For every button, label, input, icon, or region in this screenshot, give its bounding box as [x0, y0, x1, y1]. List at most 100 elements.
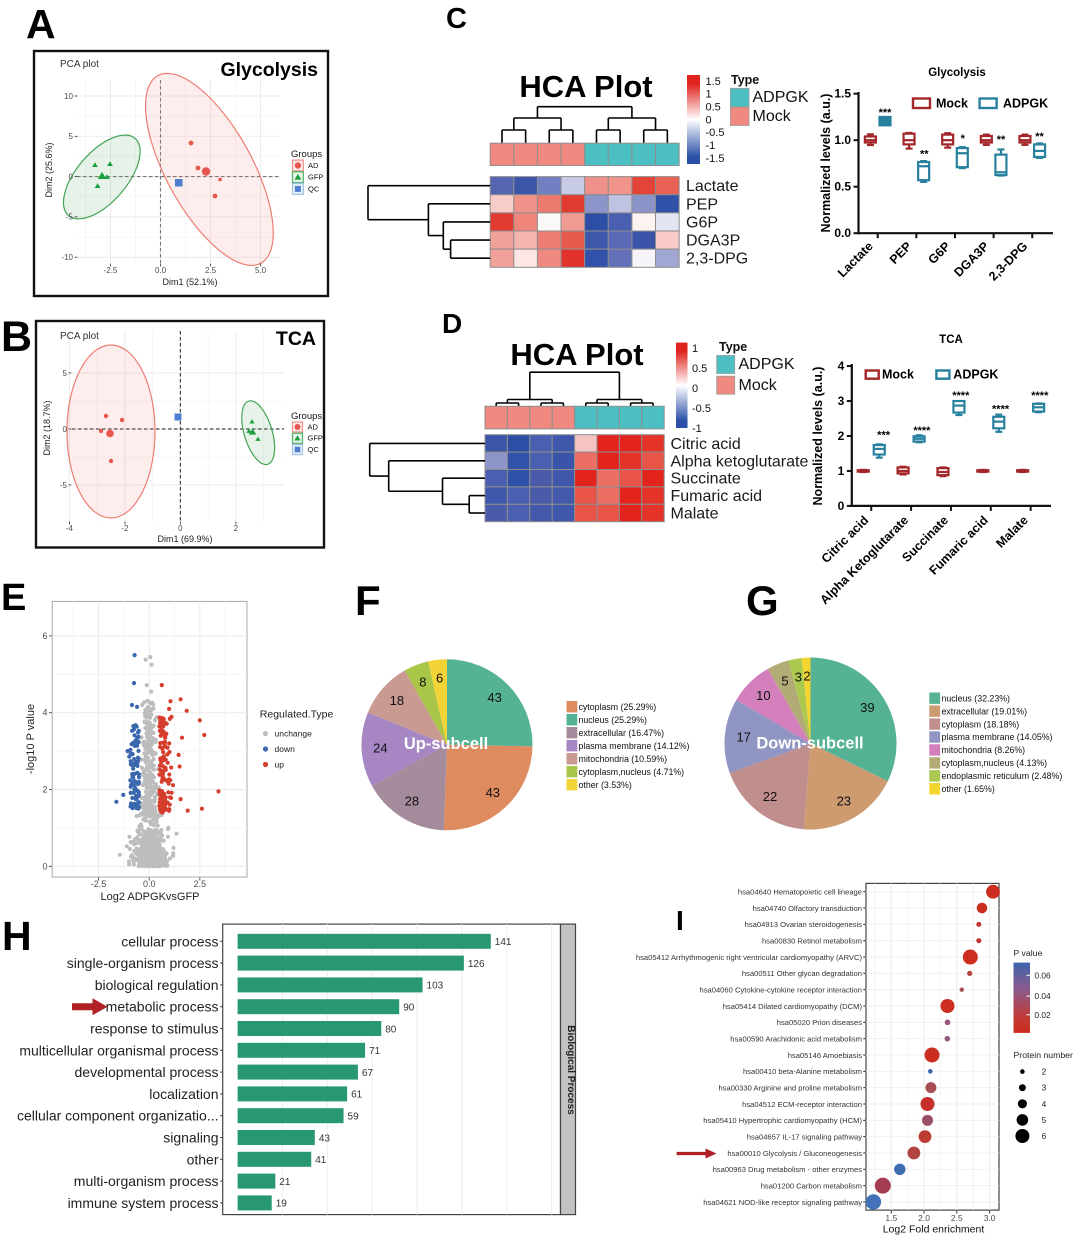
svg-text:hsa00830 Retinol metabolism: hsa00830 Retinol metabolism: [762, 936, 862, 945]
svg-text:1: 1: [692, 343, 698, 355]
svg-text:1.5: 1.5: [885, 1213, 897, 1223]
svg-text:8: 8: [419, 675, 426, 690]
svg-text:2,3-DPG: 2,3-DPG: [686, 251, 748, 268]
svg-text:E: E: [1, 577, 26, 619]
svg-text:G6P: G6P: [686, 214, 718, 231]
svg-text:-10: -10: [61, 253, 73, 262]
svg-text:Biological Process: Biological Process: [565, 1025, 576, 1115]
svg-text:cytoplasm (18.18%): cytoplasm (18.18%): [942, 719, 1020, 729]
svg-text:5.0: 5.0: [255, 266, 267, 275]
svg-text:HCA Plot: HCA Plot: [510, 337, 643, 372]
svg-text:2.0: 2.0: [918, 1213, 930, 1223]
svg-text:****: ****: [952, 390, 970, 402]
svg-text:5: 5: [781, 673, 788, 688]
svg-text:Citric acid: Citric acid: [671, 436, 741, 453]
svg-text:DGA3P: DGA3P: [686, 233, 740, 250]
svg-text:cytoplasm,nucleus (4.13%): cytoplasm,nucleus (4.13%): [942, 758, 1048, 768]
svg-text:1.0: 1.0: [834, 133, 851, 147]
svg-text:-2.5: -2.5: [91, 879, 107, 889]
svg-text:-5: -5: [60, 481, 68, 490]
svg-text:down: down: [275, 744, 296, 754]
svg-text:4: 4: [42, 708, 47, 718]
svg-text:5: 5: [1042, 1115, 1047, 1125]
svg-text:extracellular (16.47%): extracellular (16.47%): [579, 728, 665, 738]
svg-text:6: 6: [42, 631, 47, 641]
svg-text:21: 21: [279, 1177, 291, 1188]
svg-text:G: G: [746, 577, 779, 624]
svg-text:2: 2: [1042, 1067, 1047, 1077]
svg-text:10: 10: [64, 92, 73, 101]
svg-text:2.5: 2.5: [951, 1213, 963, 1223]
svg-text:other: other: [187, 1151, 219, 1167]
svg-text:F: F: [355, 577, 381, 624]
svg-text:0.0: 0.0: [834, 226, 851, 240]
svg-text:HCA Plot: HCA Plot: [519, 69, 652, 104]
svg-text:0.5: 0.5: [692, 363, 707, 375]
svg-text:localization: localization: [149, 1086, 218, 1102]
svg-text:Malate: Malate: [671, 506, 719, 523]
svg-text:signaling: signaling: [163, 1130, 218, 1146]
svg-text:B: B: [1, 313, 32, 361]
svg-text:hsa00410 beta-Alanine metaboli: hsa00410 beta-Alanine metabolism: [743, 1067, 862, 1076]
svg-text:2: 2: [838, 429, 845, 443]
svg-text:hsa00511 Other glycan degradat: hsa00511 Other glycan degradation: [742, 969, 862, 978]
svg-text:plasma membrane (14.12%): plasma membrane (14.12%): [579, 741, 690, 751]
svg-text:41: 41: [315, 1155, 327, 1166]
svg-text:Log2 Fold enrichment: Log2 Fold enrichment: [883, 1224, 985, 1236]
svg-text:mitochondria (8.26%): mitochondria (8.26%): [942, 745, 1026, 755]
svg-text:PCA plot: PCA plot: [60, 59, 99, 70]
svg-text:-0.5: -0.5: [706, 127, 725, 139]
svg-text:H: H: [2, 913, 32, 959]
svg-text:****: ****: [913, 425, 931, 437]
svg-text:****: ****: [1031, 390, 1049, 402]
svg-text:0: 0: [42, 861, 47, 871]
svg-text:28: 28: [405, 794, 419, 809]
svg-text:Dim2 (25.6%): Dim2 (25.6%): [44, 142, 54, 197]
svg-text:0.5: 0.5: [834, 180, 851, 194]
svg-text:QC: QC: [308, 184, 320, 193]
svg-text:0: 0: [838, 499, 845, 513]
svg-text:Groups: Groups: [291, 149, 322, 160]
svg-text:59: 59: [348, 1112, 360, 1123]
svg-text:1: 1: [838, 464, 845, 478]
svg-text:1: 1: [706, 89, 712, 101]
svg-text:Up-subcell: Up-subcell: [404, 735, 488, 753]
svg-text:GFP: GFP: [308, 434, 323, 443]
svg-text:hsa05414 Dilated cardiomyopath: hsa05414 Dilated cardiomyopathy (DCM): [723, 1002, 863, 1011]
svg-text:hsa05146 Amoebiasis: hsa05146 Amoebiasis: [788, 1051, 863, 1060]
svg-text:103: 103: [427, 981, 444, 992]
svg-text:-1: -1: [692, 423, 702, 435]
svg-text:Alpha ketoglutarate: Alpha ketoglutarate: [671, 453, 809, 470]
svg-text:0: 0: [706, 114, 712, 126]
svg-text:0: 0: [178, 524, 183, 533]
svg-text:hsa04512 ECM-receptor interact: hsa04512 ECM-receptor interaction: [742, 1100, 862, 1109]
svg-text:0: 0: [69, 172, 74, 181]
svg-text:2,3-DPG: 2,3-DPG: [986, 239, 1030, 283]
svg-text:plasma membrane (14.05%): plasma membrane (14.05%): [942, 732, 1053, 742]
svg-text:response to stimulus: response to stimulus: [90, 1021, 218, 1037]
svg-text:hsa04740 Olfactory transductio: hsa04740 Olfactory transduction: [753, 904, 862, 913]
svg-text:up: up: [275, 760, 285, 770]
svg-text:17: 17: [736, 729, 750, 744]
svg-text:2: 2: [42, 785, 47, 795]
svg-text:PEP: PEP: [887, 239, 915, 267]
svg-text:Glycolysis: Glycolysis: [220, 59, 318, 81]
svg-text:Fumaric acid: Fumaric acid: [671, 488, 763, 505]
svg-text:2: 2: [803, 669, 810, 684]
svg-text:Glycolysis: Glycolysis: [928, 67, 986, 79]
svg-text:Dim1 (52.1%): Dim1 (52.1%): [162, 277, 217, 287]
svg-text:C: C: [446, 3, 467, 35]
svg-text:1.5: 1.5: [706, 76, 721, 88]
svg-text:*: *: [961, 133, 966, 145]
svg-text:141: 141: [495, 937, 512, 948]
svg-text:ADPGK: ADPGK: [1003, 97, 1048, 111]
svg-text:hsa00010 Glycolysis / Gluconeo: hsa00010 Glycolysis / Gluconeogenesis: [727, 1149, 862, 1158]
svg-text:2: 2: [234, 524, 239, 533]
svg-text:A: A: [26, 1, 56, 47]
svg-text:3: 3: [1042, 1083, 1047, 1093]
svg-text:Lactate: Lactate: [835, 239, 876, 280]
svg-text:endoplasmic reticulum (2.48%): endoplasmic reticulum (2.48%): [942, 771, 1063, 781]
svg-text:Mock: Mock: [882, 368, 914, 382]
svg-text:Succinate: Succinate: [671, 471, 741, 488]
svg-text:2.5: 2.5: [194, 879, 207, 889]
